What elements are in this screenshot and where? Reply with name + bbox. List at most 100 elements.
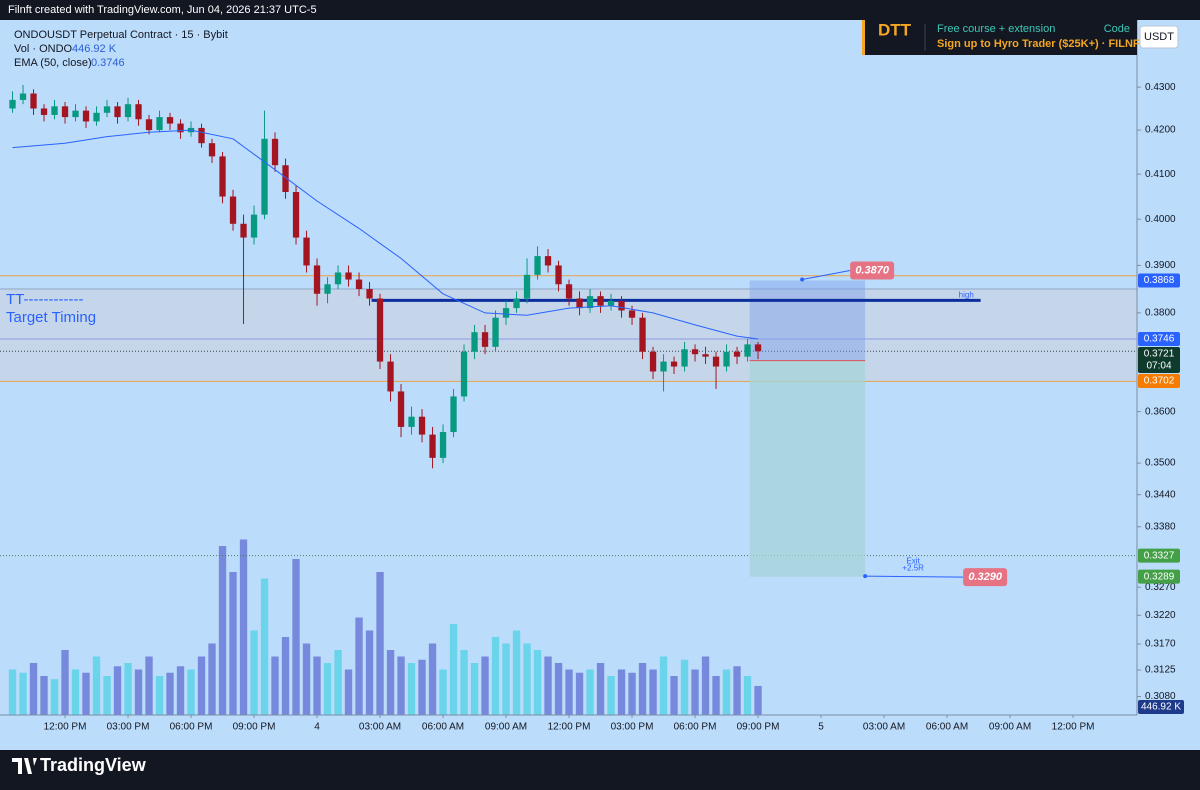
price-tag-countdown: 07:04: [1146, 361, 1171, 372]
candle-body: [334, 272, 342, 285]
volume-bar: [187, 669, 195, 715]
volume-bar: [428, 643, 437, 715]
y-tick-label: 0.3220: [1145, 610, 1176, 621]
position-risk: [749, 280, 866, 361]
promo-box: [862, 20, 1137, 55]
ema-line: [12, 129, 759, 340]
volume-bar: [533, 650, 542, 715]
candle-body: [649, 351, 657, 372]
volume-bar: [691, 669, 699, 715]
volume-bar: [449, 624, 458, 715]
candle-body: [355, 279, 363, 290]
volume-bar: [407, 663, 416, 715]
price-tag: [1138, 273, 1180, 288]
volume-bar: [554, 663, 563, 715]
volume-bar: [197, 656, 206, 715]
y-tick-label: 0.3270: [1145, 582, 1176, 593]
callout-line: [802, 270, 851, 281]
zone-label: Target Timing: [6, 309, 96, 326]
volume-bar: [40, 676, 48, 715]
candle-body: [418, 416, 426, 435]
volume-bar: [659, 656, 668, 715]
candle-body: [555, 265, 562, 285]
volume-bar: [8, 669, 17, 715]
volume-bar: [680, 659, 689, 715]
volume-bar: [743, 676, 752, 715]
volume-bar: [176, 666, 185, 715]
candle-body: [114, 106, 121, 118]
x-tick-label: 03:00 PM: [107, 722, 150, 733]
y-tick-label: 0.4100: [1145, 169, 1176, 180]
price-tag-label: 0.3868: [1144, 275, 1175, 286]
y-tick-label: 0.3600: [1145, 406, 1176, 417]
candle-body: [271, 138, 279, 166]
candle-body: [492, 317, 499, 347]
price-tag-label: 0.3702: [1144, 376, 1175, 387]
promo-line1: Free course + extension: [937, 23, 1055, 35]
x-tick-label: 06:00 PM: [170, 722, 213, 733]
candle-body: [460, 351, 468, 397]
candle-body: [523, 274, 531, 299]
volume-bar: [722, 669, 731, 715]
volume-bar: [376, 572, 384, 715]
candle-body: [450, 396, 457, 433]
x-tick-label: 03:00 AM: [359, 722, 401, 733]
price-tag: [1138, 569, 1180, 584]
y-tick-label: 0.3800: [1145, 308, 1176, 319]
volume-bar: [71, 669, 80, 715]
candle-body: [19, 93, 27, 100]
footer-bar: [0, 750, 1200, 790]
candle-body: [439, 432, 447, 458]
top-bar: [0, 0, 1200, 20]
candle-body: [30, 93, 37, 109]
candle-body: [219, 156, 226, 197]
x-tick-label: 09:00 AM: [989, 722, 1031, 733]
candle-body: [240, 223, 247, 238]
candle-body: [229, 196, 237, 224]
candle-body: [607, 300, 615, 306]
currency-button[interactable]: [1139, 25, 1179, 49]
candle-body: [345, 272, 352, 280]
x-tick-label: 06:00 AM: [422, 722, 464, 733]
candle-body: [51, 106, 58, 115]
volume-bar: [302, 643, 311, 715]
volume-bar: [628, 672, 636, 715]
candle-body: [313, 265, 321, 294]
callout-point: [863, 574, 868, 579]
volume-bar: [575, 672, 584, 715]
callout-label: 0.3870: [855, 264, 890, 276]
promo-code: Code: [1104, 23, 1130, 35]
volume-bar: [481, 656, 489, 715]
callout-label: 0.3290: [968, 571, 1003, 583]
ema-legend-value: 0.3746: [91, 57, 125, 69]
candle-body: [408, 416, 415, 427]
candle-body: [135, 104, 142, 120]
x-tick-label: 06:00 AM: [926, 722, 968, 733]
volume-bar: [586, 669, 594, 715]
volume-bar: [638, 663, 647, 715]
volume-bar: [113, 666, 122, 715]
candle-body: [93, 112, 100, 122]
volume-bar: [92, 656, 101, 715]
candle-body: [9, 99, 16, 109]
candle-body: [471, 332, 478, 352]
volume-bar: [260, 578, 269, 715]
candle-body: [534, 256, 541, 275]
volume-bar: [365, 630, 374, 715]
volume-bar: [229, 572, 237, 715]
volume-bar: [239, 539, 248, 715]
price-tag: [1138, 332, 1180, 347]
candle-body: [40, 108, 48, 115]
promo-brand: DTT: [878, 20, 912, 39]
candle-body: [387, 361, 394, 392]
x-tick-label: 09:00 AM: [485, 722, 527, 733]
callout-box: [963, 568, 1008, 587]
volume-bar: [670, 676, 678, 715]
volume-bar: [166, 672, 174, 715]
x-tick-label: 4: [314, 722, 320, 733]
y-tick-label: 0.3900: [1145, 260, 1176, 271]
price-tag-label: 0.3289: [1144, 571, 1175, 582]
candle-body: [72, 110, 79, 118]
volume-bar: [397, 656, 405, 715]
